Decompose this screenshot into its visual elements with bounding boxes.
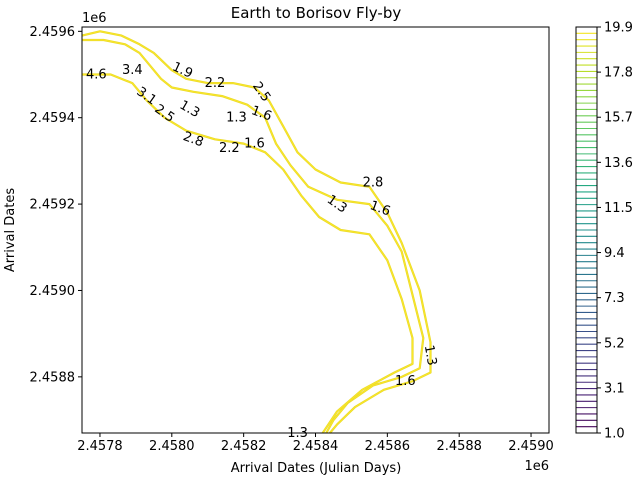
contour-label-3: 1.6 bbox=[249, 103, 274, 124]
colorbar-tick-label-2: 5.2 bbox=[604, 336, 625, 351]
contour-label-7: 3.4 bbox=[122, 63, 143, 78]
x-offset-label: 1e6 bbox=[524, 459, 549, 474]
contour-label-6: 4.6 bbox=[86, 68, 107, 83]
x-tick-label-5: 2.4588 bbox=[436, 439, 482, 454]
y-tick-label-1: 2.4590 bbox=[30, 284, 76, 299]
colorbar-ticks: 1.0 3.1 5.2 7.3 9.4 11.5 13.6 15.7 17.8 19.9 bbox=[597, 21, 633, 442]
y-tick-label-4: 2.4596 bbox=[30, 25, 76, 40]
y-axis-ticks: 2.4588 2.4590 2.4592 2.4594 2.4596 bbox=[30, 25, 82, 385]
chart-title: Earth to Borisov Fly-by bbox=[231, 4, 402, 22]
colorbar-tick-label-4: 9.4 bbox=[604, 246, 625, 261]
x-tick-label-2: 2.4582 bbox=[221, 439, 267, 454]
contour-labels: 1.92.2 2.51.61.3 1.34.6 3.43.12.52.8 2.2 1.62… bbox=[86, 59, 439, 441]
colorbar-tick-label-3: 7.3 bbox=[604, 291, 625, 306]
colorbar-tick-label-7: 15.7 bbox=[604, 111, 633, 126]
colorbar bbox=[576, 26, 597, 434]
colorbar-tick-label-5: 11.5 bbox=[604, 201, 633, 216]
colorbar-tick-label-8: 17.8 bbox=[604, 66, 633, 81]
x-tick-label-1: 2.4580 bbox=[149, 439, 195, 454]
contour-label-12: 1.6 bbox=[244, 137, 265, 152]
y-tick-label-2: 2.4592 bbox=[30, 198, 76, 213]
y-tick-label-0: 2.4588 bbox=[30, 370, 76, 385]
y-offset-label: 1e6 bbox=[82, 11, 107, 26]
x-axis-label: Arrival Dates (Julian Days) bbox=[231, 461, 402, 476]
contour-line-middle-core bbox=[82, 39, 424, 434]
contour-line-inner bbox=[82, 73, 414, 434]
contour-label-0: 1.9 bbox=[170, 59, 195, 81]
contour-label-13: 2.8 bbox=[363, 175, 384, 190]
contour-label-15: 1.6 bbox=[368, 198, 393, 219]
x-tick-label-6: 2.4590 bbox=[508, 439, 554, 454]
y-tick-label-3: 2.4594 bbox=[30, 111, 76, 126]
contour-label-5: 1.3 bbox=[226, 111, 247, 126]
y-axis-label: Arrival Dates bbox=[3, 188, 18, 272]
contour-label-10: 2.8 bbox=[181, 129, 206, 150]
contour-label-16: 1.3 bbox=[421, 344, 439, 367]
colorbar-tick-label-6: 13.6 bbox=[604, 156, 633, 171]
contour-line-outer-core bbox=[81, 30, 431, 434]
contour-label-17: 1.6 bbox=[395, 374, 416, 389]
contour-label-11: 2.2 bbox=[219, 141, 240, 156]
contour-label-1: 2.2 bbox=[205, 76, 226, 91]
colorbar-tick-label-0: 1.0 bbox=[604, 427, 625, 442]
x-axis-ticks: 2.4578 2.4580 2.4582 2.4584 2.4586 2.4588 2.45… bbox=[77, 433, 554, 454]
colorbar-tick-label-9: 19.9 bbox=[604, 21, 633, 36]
colorbar-frame bbox=[575, 26, 598, 434]
plot-frame bbox=[81, 26, 550, 434]
colorbar-tick-label-1: 3.1 bbox=[604, 381, 625, 396]
x-tick-label-3: 2.4584 bbox=[293, 439, 339, 454]
x-tick-label-0: 2.4578 bbox=[77, 439, 123, 454]
contour-lines bbox=[81, 30, 432, 434]
x-tick-label-4: 2.4586 bbox=[365, 439, 411, 454]
contour-label-4: 1.3 bbox=[177, 98, 202, 121]
contour-line-inner-core bbox=[82, 74, 413, 434]
